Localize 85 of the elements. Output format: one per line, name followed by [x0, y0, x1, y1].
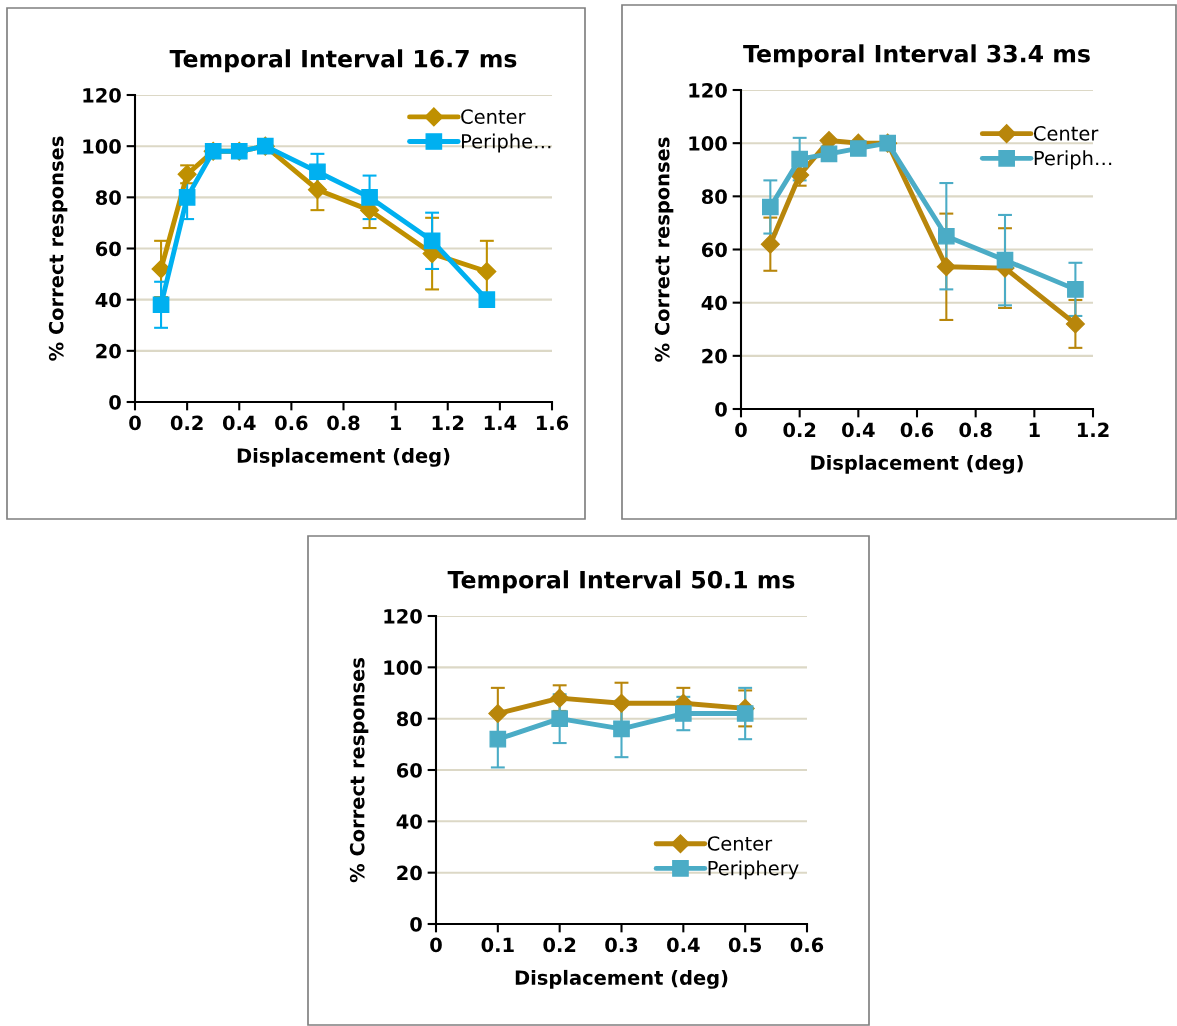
x-tick-label: 1.6	[536, 415, 569, 431]
x-tick-label: 0.1	[481, 937, 514, 953]
point	[736, 705, 754, 722]
point	[937, 227, 955, 245]
y-tick-label: 60	[396, 762, 422, 778]
y-tick-label: 120	[689, 82, 727, 98]
y-tick-label: 120	[83, 87, 121, 103]
point	[361, 188, 378, 206]
x-tick-label: 0.6	[275, 415, 308, 431]
x-tick-label: 1.2	[432, 415, 464, 430]
point	[488, 703, 508, 724]
x-tick-label: 1.2	[1077, 422, 1109, 437]
point	[760, 234, 780, 254]
point	[613, 720, 630, 738]
x-tick-label: 0.6	[900, 422, 934, 438]
x-tick-label: 0	[430, 937, 442, 953]
y-tick-label: 60	[701, 242, 727, 258]
y-tick-label: 0	[109, 394, 121, 410]
y-axis-title: % Correct responses	[48, 136, 68, 361]
x-tick-label: 0	[129, 415, 141, 431]
point	[307, 180, 327, 200]
y-tick-label: 40	[701, 295, 727, 311]
point	[551, 710, 569, 728]
chart-title: Temporal Interval 33.4 ms	[743, 44, 1090, 68]
chart-title: Temporal Interval 16.7 ms	[169, 49, 517, 73]
x-tick-label: 0.2	[783, 422, 816, 438]
point	[674, 705, 692, 722]
y-tick-label: 120	[384, 608, 422, 624]
x-tick-label: 0	[735, 422, 747, 438]
x-tick-label: 0.8	[327, 415, 360, 431]
point	[820, 145, 838, 163]
point	[309, 163, 326, 181]
x-tick-label: 0.5	[728, 937, 762, 953]
legend-label: Periphery	[708, 860, 799, 880]
point	[1065, 314, 1085, 334]
y-tick-label: 80	[396, 711, 422, 727]
chart-title: Temporal Interval 50.1 ms	[447, 570, 795, 594]
y-tick-label: 60	[95, 241, 121, 257]
y-tick-label: 100	[689, 136, 727, 151]
point	[996, 251, 1014, 269]
x-tick-label: 0.4	[842, 422, 875, 438]
x-tick-label: 0.6	[790, 937, 824, 953]
y-tick-label: 100	[83, 139, 121, 154]
y-tick-label: 80	[95, 190, 121, 205]
x-tick-label: 0.4	[667, 937, 700, 953]
point	[936, 257, 956, 277]
point	[849, 140, 867, 157]
y-tick-label: 20	[397, 865, 422, 881]
y-tick-label: 40	[95, 292, 121, 308]
y-tick-label: 0	[715, 401, 727, 417]
point	[178, 188, 196, 206]
x-tick-label: 1	[1029, 422, 1040, 437]
point	[152, 296, 170, 314]
point	[791, 150, 809, 168]
point	[489, 730, 507, 748]
legend-label: Center	[707, 836, 773, 851]
point	[611, 693, 632, 713]
point	[423, 232, 441, 250]
x-tick-label: 1	[391, 415, 402, 430]
y-tick-label: 80	[701, 189, 727, 204]
legend-label: Center	[461, 109, 526, 124]
y-tick-label: 100	[384, 660, 422, 675]
x-axis-title: Displacement (deg)	[515, 969, 728, 989]
y-tick-label: 20	[96, 343, 121, 359]
point	[478, 291, 496, 309]
point	[1067, 281, 1084, 298]
point	[477, 261, 497, 282]
x-axis-title: Displacement (deg)	[237, 447, 450, 467]
legend-label: Center	[1033, 126, 1099, 141]
x-tick-label: 0.8	[959, 422, 992, 438]
x-tick-label: 0.2	[543, 937, 576, 953]
point	[761, 198, 779, 216]
x-axis-title: Displacement (deg)	[811, 454, 1023, 474]
x-tick-label: 0.3	[605, 937, 638, 953]
legend-label: Periph…	[1034, 150, 1112, 170]
point	[550, 688, 570, 708]
y-tick-label: 0	[410, 916, 422, 932]
x-tick-label: 1.4	[484, 415, 517, 430]
x-tick-label: 0.2	[170, 415, 203, 431]
y-tick-label: 20	[702, 348, 727, 364]
x-tick-label: 0.4	[222, 415, 256, 431]
legend-label: Periphe…	[462, 133, 551, 153]
y-tick-label: 40	[396, 814, 422, 829]
y-axis-title: % Correct responses	[654, 137, 674, 362]
y-axis-title: % Correct responses	[349, 658, 369, 883]
